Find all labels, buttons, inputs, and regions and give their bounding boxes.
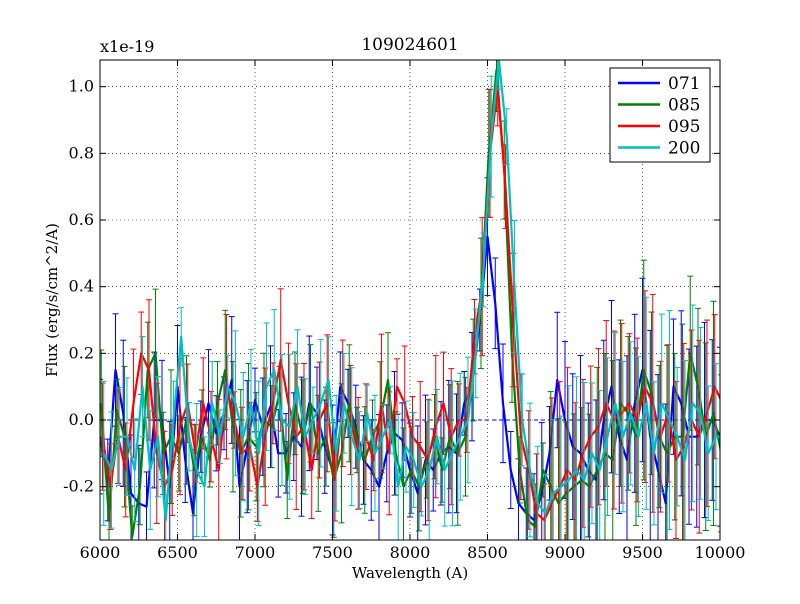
y-axis-label: Flux (erg/s/cm^2/A) — [43, 223, 61, 377]
x-tick-label: 10000 — [695, 543, 746, 562]
y-tick-label: 0.6 — [69, 210, 94, 229]
x-tick-label: 6000 — [80, 543, 121, 562]
x-tick-label: 7500 — [312, 543, 353, 562]
x-axis-label: Wavelength (A) — [352, 564, 468, 582]
legend-entry-095: 095 — [668, 117, 700, 137]
x-tick-label: 8500 — [467, 543, 508, 562]
x-tick-label: 9000 — [545, 543, 586, 562]
y-tick-label: -0.2 — [63, 477, 94, 496]
x-tick-label: 8000 — [390, 543, 431, 562]
x-tick-label: 7000 — [235, 543, 276, 562]
chart-title: 109024601 — [361, 35, 458, 55]
legend-entry-200: 200 — [668, 139, 700, 159]
x-tick-label: 6500 — [157, 543, 198, 562]
legend-entry-085: 085 — [668, 96, 700, 116]
data-series-layer — [100, 60, 720, 540]
y-offset-label: x1e-19 — [100, 37, 154, 56]
y-tick-label: 1.0 — [69, 77, 94, 96]
y-tick-label: 0.0 — [69, 410, 94, 429]
legend-entry-071: 071 — [668, 74, 700, 94]
series-line-200 — [102, 60, 720, 522]
y-tick-label: 0.4 — [69, 277, 94, 296]
y-tick-label: 0.2 — [69, 343, 94, 362]
axis-ticks: 6000 6500 7000 7500 8000 8500 9000 9500 10000 -0.… — [63, 60, 745, 562]
series-200 — [100, 60, 720, 540]
x-tick-label: 9500 — [622, 543, 663, 562]
y-tick-label: 0.8 — [69, 143, 94, 162]
